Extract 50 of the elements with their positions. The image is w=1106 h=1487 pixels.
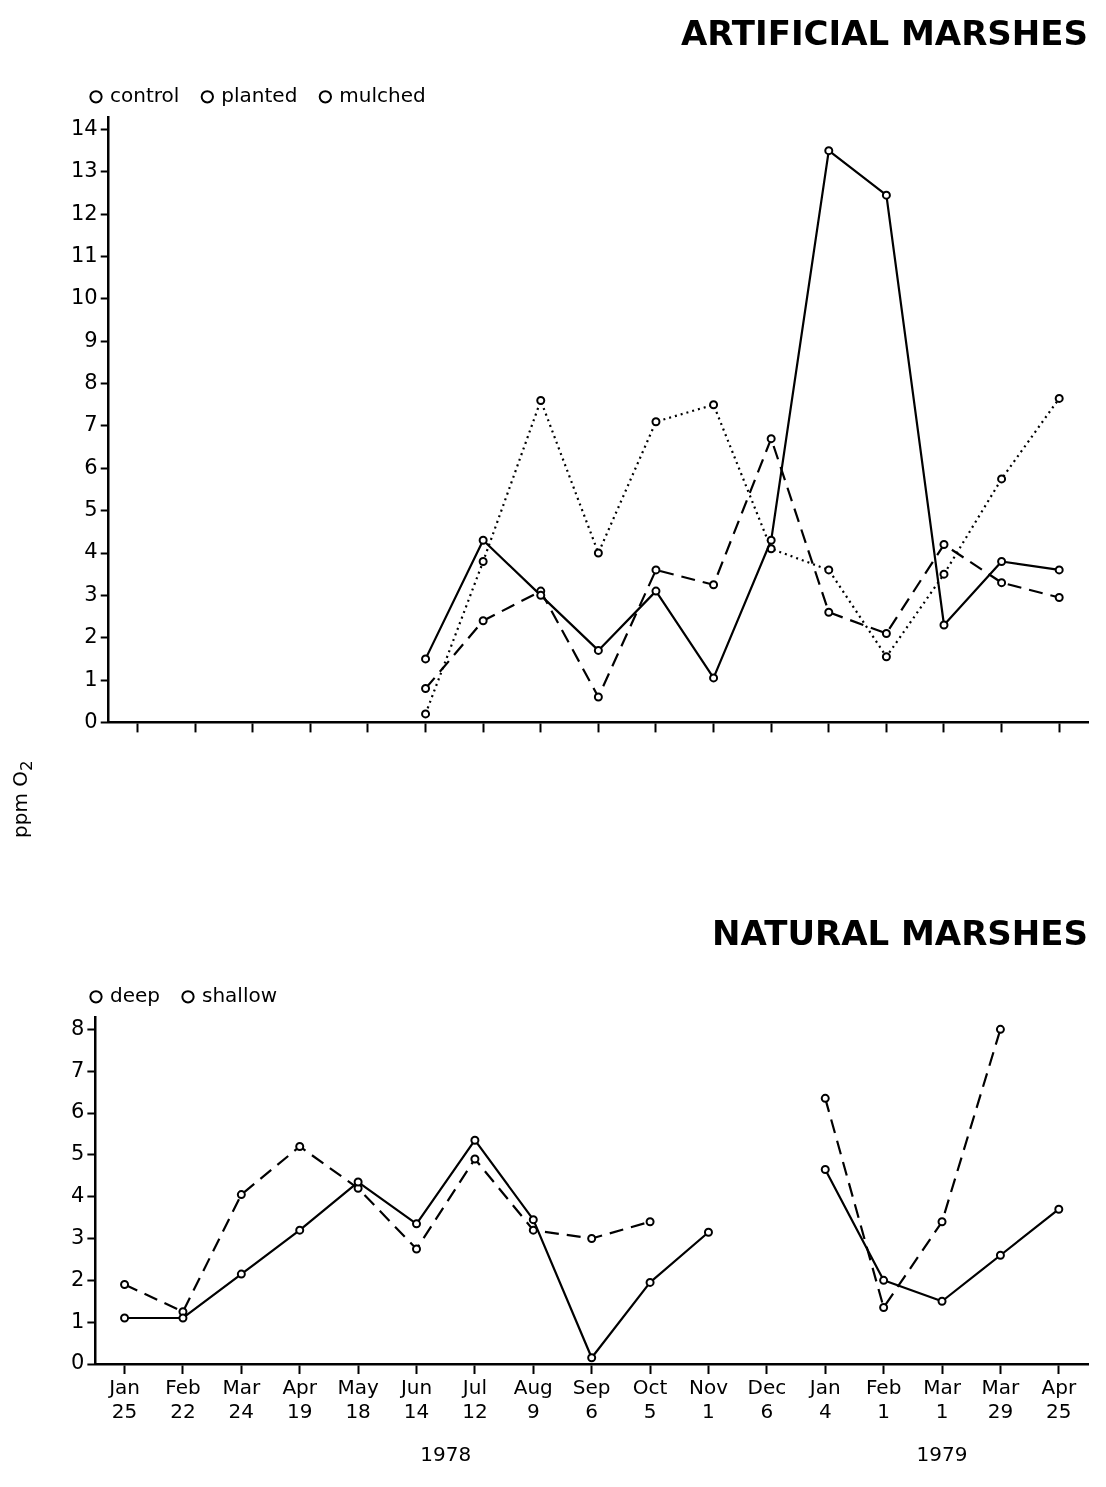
y-tick-label: 9 xyxy=(84,327,98,352)
legend-label: planted xyxy=(221,83,298,107)
x-tick-label: Oct 5 xyxy=(632,1375,668,1424)
y-tick-label: 0 xyxy=(84,708,98,733)
y-tick-label: 4 xyxy=(70,1183,85,1208)
x-tick-label: Jul 12 xyxy=(460,1375,488,1424)
y-tick-label: 2 xyxy=(84,624,98,649)
x-tick-label: Mar 1 xyxy=(923,1375,962,1424)
y-tick-label: 5 xyxy=(70,1141,85,1166)
x-tick-label: Feb 22 xyxy=(165,1375,201,1424)
chart-title: ARTIFICIAL MARSHES xyxy=(680,13,1088,54)
legend-label: control xyxy=(110,83,180,107)
text: 1978 xyxy=(420,1442,472,1467)
legend-label: mulched xyxy=(339,83,426,107)
y-tick-label: 13 xyxy=(70,158,98,183)
x-tick-label: May 18 xyxy=(337,1375,379,1424)
y-tick-label: 7 xyxy=(70,1057,85,1082)
y-tick-label: 1 xyxy=(70,1308,85,1333)
y-tick-label: 11 xyxy=(70,243,98,268)
y-tick-label: 8 xyxy=(84,370,98,395)
x-tick-label: Jan 4 xyxy=(807,1375,841,1424)
legend-label: shallow xyxy=(202,983,278,1007)
y-tick-label: 4 xyxy=(84,539,98,564)
y-tick-label: 3 xyxy=(84,581,98,606)
x-tick-label: Feb 1 xyxy=(865,1375,902,1424)
chart-title: NATURAL MARSHES xyxy=(712,913,1088,954)
x-tick-label: Apr 25 xyxy=(1041,1375,1077,1424)
y-tick-label: 12 xyxy=(70,200,98,225)
y-tick-label: 14 xyxy=(70,115,98,140)
x-tick-label: Dec 6 xyxy=(747,1375,787,1424)
y-tick-label: 5 xyxy=(84,497,98,522)
y-tick-label: 8 xyxy=(70,1015,85,1040)
x-tick-label: Jan 25 xyxy=(107,1375,140,1424)
x-tick-label: Mar 24 xyxy=(222,1375,261,1424)
x-tick-label: Mar 29 xyxy=(981,1375,1021,1424)
y-tick-label: 10 xyxy=(70,285,98,310)
x-tick-label: Aug 9 xyxy=(513,1375,553,1424)
y-tick-label: 1 xyxy=(84,666,98,691)
y-tick-label: 3 xyxy=(70,1224,85,1249)
y-tick-label: 6 xyxy=(70,1099,85,1124)
x-tick-label: Sep 6 xyxy=(572,1375,611,1424)
x-tick-label: Nov 1 xyxy=(688,1375,729,1424)
x-tick-label: Jun 14 xyxy=(398,1375,433,1424)
y-tick-label: 7 xyxy=(84,412,98,437)
y-tick-label: 0 xyxy=(70,1350,85,1375)
x-tick-label: Apr 19 xyxy=(282,1375,318,1424)
y-tick-label: 2 xyxy=(70,1266,85,1291)
legend-label: deep xyxy=(110,983,160,1007)
text: 1979 xyxy=(916,1442,968,1467)
y-tick-label: 6 xyxy=(84,454,98,479)
